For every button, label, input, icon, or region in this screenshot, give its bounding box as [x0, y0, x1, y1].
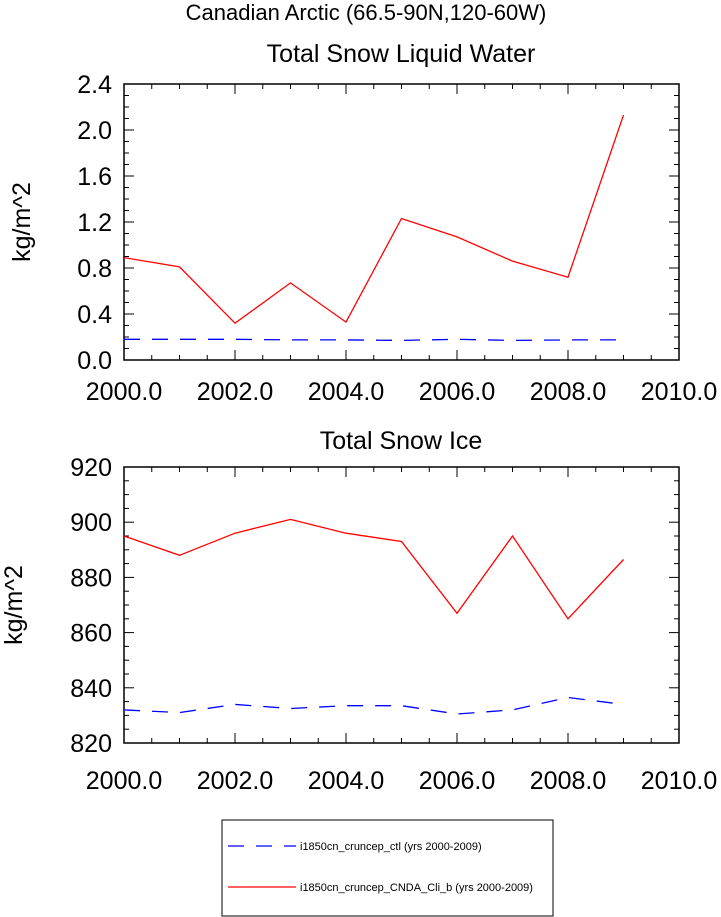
bottom-panel-title: Total Snow Ice: [320, 427, 483, 455]
x-tick-label: 2008.0: [530, 767, 606, 795]
plot-frame: [123, 466, 680, 744]
figure-suptitle: Canadian Arctic (66.5-90N,120-60W): [186, 0, 547, 25]
plot-frame: [123, 83, 680, 361]
series-line-cnda: [123, 114, 625, 325]
y-tick-label: 860: [70, 620, 112, 648]
x-tick-label: 2000.0: [86, 767, 162, 795]
bottom-panel-plot: 2000.0 2002.0 2004.0 2006.0 2008.0 2010.0 820 8…: [70, 454, 717, 795]
y-tick-label: 0.0: [77, 347, 112, 375]
y-tick-label: 880: [70, 564, 112, 592]
y-tick-label: 0.8: [77, 255, 112, 283]
x-tick-label: 2008.0: [530, 378, 606, 406]
x-tick-label: 2004.0: [308, 378, 384, 406]
y-tick-label: 900: [70, 509, 112, 537]
series-line-cnda: [123, 518, 624, 620]
y-tick-label: 2.4: [77, 71, 112, 99]
x-tick-label: 2010.0: [641, 378, 717, 406]
series-line-ctl: [124, 338, 624, 342]
y-tick-label: 0.4: [77, 301, 112, 329]
x-tick-label: 2004.0: [308, 767, 384, 795]
series-line-ctl: [123, 696, 624, 715]
legend-box: [221, 819, 554, 917]
top-panel-title: Total Snow Liquid Water: [267, 40, 536, 68]
y-tick-label: 840: [70, 675, 112, 703]
y-tick-label: 820: [70, 730, 112, 758]
y-tick-label: 1.6: [77, 163, 112, 191]
x-tick-label: 2002.0: [197, 767, 273, 795]
x-tick-label: 2006.0: [419, 767, 495, 795]
legend-label-cnda: i1850cn_cruncep_CNDA_Cli_b (yrs 2000-200…: [300, 882, 533, 894]
x-tick-label: 2006.0: [419, 378, 495, 406]
legend: i1850cn_cruncep_ctl (yrs 2000-2009) i185…: [221, 819, 554, 917]
x-tick-label: 2002.0: [197, 378, 273, 406]
y-tick-label: 1.2: [77, 209, 112, 237]
x-tick-label: 2010.0: [641, 767, 717, 795]
y-tick-label: 2.0: [77, 117, 112, 145]
legend-label-ctl: i1850cn_cruncep_ctl (yrs 2000-2009): [300, 841, 482, 853]
top-y-axis-label: kg/m^2: [8, 182, 36, 262]
x-tick-label: 2000.0: [86, 378, 162, 406]
y-tick-label: 920: [70, 454, 112, 482]
bottom-y-axis-label: kg/m^2: [0, 565, 28, 645]
top-panel-plot: 2000.0 2002.0 2004.0 2006.0 2008.0 2010.0 0.0 0…: [77, 71, 717, 406]
